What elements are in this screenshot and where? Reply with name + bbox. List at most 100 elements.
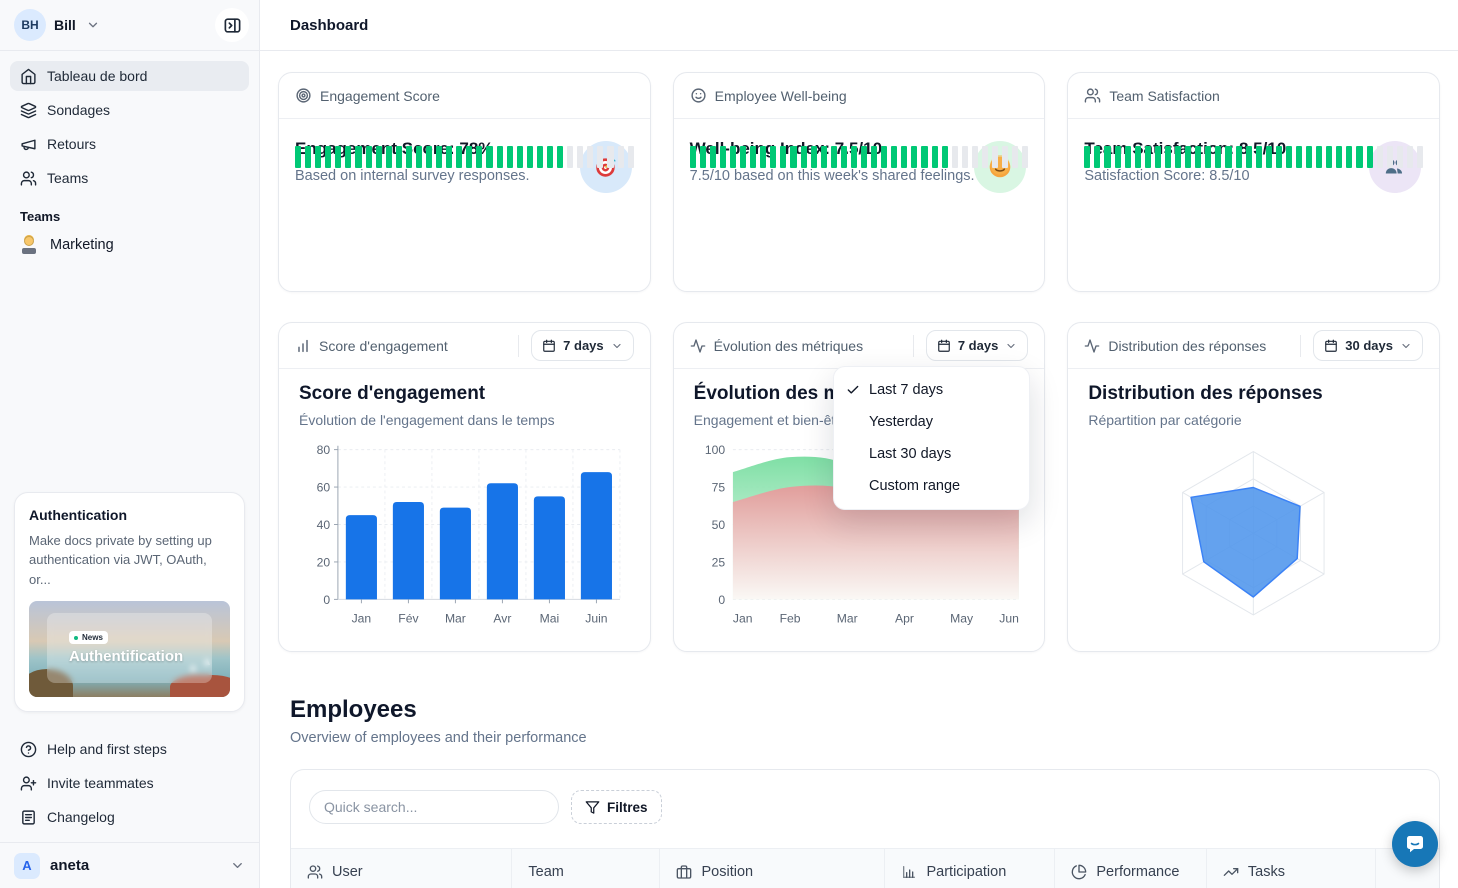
- chart-title: Score d'engagement: [299, 383, 486, 404]
- menu-item-yesterday[interactable]: Yesterday: [834, 406, 1029, 438]
- card-header: Score d'engagement 7 days: [279, 323, 650, 369]
- progress-segment: [1225, 146, 1232, 168]
- column-header-performance[interactable]: Performance: [1054, 849, 1206, 888]
- trending-up-icon: [1223, 864, 1239, 880]
- progress-segment: [1366, 146, 1373, 168]
- sidebar-item-retours[interactable]: Retours: [10, 129, 249, 159]
- progress-segment: [941, 146, 948, 168]
- progress-segment: [699, 146, 706, 168]
- svg-text:Avr: Avr: [493, 612, 511, 626]
- svg-text:60: 60: [317, 480, 331, 494]
- progress-segment: [305, 146, 312, 168]
- progress-segment: [536, 146, 543, 168]
- progress-segment: [456, 146, 463, 168]
- account-menu[interactable]: A aneta: [0, 842, 259, 888]
- user-plus-icon: [20, 775, 37, 792]
- progress-segment: [436, 146, 443, 168]
- range-selector-button[interactable]: 30 days: [1313, 330, 1423, 361]
- menu-item-last-7-days[interactable]: Last 7 days: [834, 374, 1029, 406]
- funnel-icon: [585, 800, 600, 815]
- progress-segment: [295, 146, 302, 168]
- progress-segment: [1154, 146, 1161, 168]
- promo-overlay-card: News Authentification: [47, 613, 212, 683]
- progress-segment: [1376, 146, 1383, 168]
- progress-segment: [1416, 146, 1423, 168]
- activity-icon: [1084, 338, 1100, 354]
- authentication-promo-card[interactable]: Authentication Make docs private by sett…: [14, 491, 245, 712]
- progress-segment: [1356, 146, 1363, 168]
- sidebar-item-marketing[interactable]: Marketing: [0, 230, 259, 260]
- progress-segment: [415, 146, 423, 168]
- progress-segment: [1164, 146, 1172, 168]
- collapse-sidebar-button[interactable]: [215, 8, 249, 42]
- menu-item-last-30-days[interactable]: Last 30 days: [834, 438, 1029, 470]
- progress-segment: [446, 146, 453, 168]
- employees-table-card: Filtres User Team Position: [290, 769, 1440, 888]
- card-header-label: Team Satisfaction: [1109, 87, 1220, 104]
- progress-segment: [1346, 146, 1353, 168]
- sidebar-footer: Help and first steps Invite teammates Ch…: [0, 728, 259, 836]
- range-selector-button[interactable]: 7 days: [531, 330, 634, 361]
- svg-text:Apr: Apr: [895, 612, 914, 626]
- progress-segment: [981, 146, 988, 168]
- calendar-icon: [542, 339, 556, 353]
- progress-segment: [1084, 146, 1091, 168]
- progress-segment: [1104, 146, 1111, 168]
- range-selector-button[interactable]: 7 days: [925, 330, 1029, 361]
- progress-segment: [911, 146, 918, 168]
- chat-bubble-icon: [1407, 836, 1423, 853]
- progress-segment: [961, 146, 968, 168]
- svg-text:Mar: Mar: [445, 612, 466, 626]
- news-badge: News: [69, 631, 108, 644]
- progress-segment: [385, 146, 392, 168]
- promo-description: Make docs private by setting up authenti…: [29, 532, 212, 587]
- progress-segment: [395, 146, 402, 168]
- menu-item-label: Custom range: [869, 478, 961, 494]
- progress-segment: [1022, 146, 1029, 168]
- sidebar-item-tableau-de-bord[interactable]: Tableau de bord: [10, 61, 249, 91]
- divider: [1300, 334, 1302, 357]
- divider: [912, 334, 914, 357]
- users-icon: [1084, 87, 1101, 104]
- progress-segment: [1396, 146, 1403, 168]
- svg-text:Feb: Feb: [779, 612, 800, 626]
- progress-segment: [729, 146, 737, 168]
- sidebar-item-sondages[interactable]: Sondages: [10, 95, 249, 125]
- chat-launcher-button[interactable]: [1392, 821, 1438, 867]
- sidebar-item-help[interactable]: Help and first steps: [10, 734, 249, 764]
- menu-item-custom-range[interactable]: Custom range: [834, 470, 1029, 502]
- column-header-team[interactable]: Team: [511, 849, 659, 888]
- column-header-participation[interactable]: Participation: [884, 849, 1054, 888]
- column-header-user[interactable]: User: [291, 849, 511, 888]
- progress-segment: [992, 146, 999, 168]
- chevron-down-icon: [1005, 340, 1017, 352]
- progress-segment: [1205, 146, 1212, 168]
- metric-title: Engagement Score: 78%: [295, 139, 494, 158]
- sidebar-item-teams[interactable]: Teams: [10, 163, 249, 193]
- filters-button[interactable]: Filtres: [571, 790, 662, 824]
- range-label: 7 days: [563, 338, 604, 353]
- menu-item-label: Yesterday: [869, 414, 933, 430]
- search-input[interactable]: [309, 790, 559, 824]
- progress-segment: [689, 146, 696, 168]
- column-header-tasks[interactable]: Tasks: [1205, 849, 1375, 888]
- bar-chart-icon: [901, 864, 917, 880]
- workspace-switcher[interactable]: BH Bill: [0, 0, 259, 50]
- sidebar-item-invite[interactable]: Invite teammates: [10, 768, 249, 798]
- team-satisfaction-card: Team Satisfaction Team Satisfaction: 8.5…: [1067, 72, 1440, 292]
- svg-text:Fév: Fév: [398, 612, 419, 626]
- progress-segment: [567, 146, 574, 168]
- svg-text:50: 50: [711, 518, 725, 532]
- sidebar: BH Bill Tableau de bord Sondages: [0, 0, 260, 888]
- progress-segment: [800, 146, 807, 168]
- progress-segment: [1012, 146, 1019, 168]
- card-header: Team Satisfaction: [1068, 73, 1439, 119]
- employees-title: Employees: [290, 696, 417, 723]
- svg-text:40: 40: [317, 518, 331, 532]
- progress-segment: [375, 146, 382, 168]
- column-header-position[interactable]: Position: [659, 849, 884, 888]
- technologist-emoji: [20, 235, 38, 254]
- megaphone-icon: [20, 136, 37, 153]
- table-header-row: User Team Position Participation: [291, 848, 1439, 888]
- sidebar-item-changelog[interactable]: Changelog: [10, 802, 249, 832]
